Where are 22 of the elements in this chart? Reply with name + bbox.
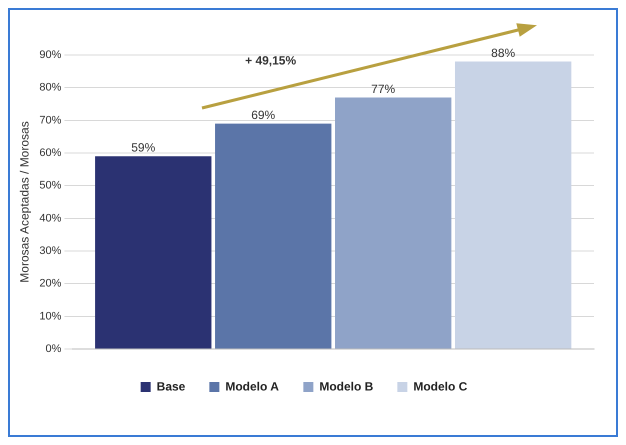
y-tick-label: 70% <box>39 114 62 126</box>
data-label: 59% <box>131 140 156 155</box>
bar <box>215 124 332 348</box>
y-tick-label: 20% <box>39 278 62 290</box>
y-tick-label: 80% <box>39 82 62 94</box>
y-tick-label: 60% <box>39 147 62 160</box>
legend-label: Base <box>156 379 186 394</box>
data-label: 69% <box>251 108 276 122</box>
legend-label: Modelo A <box>225 379 280 394</box>
data-label: 77% <box>371 82 396 96</box>
bar <box>95 156 212 348</box>
y-tick-label: 0% <box>46 343 62 356</box>
annotation: + 49,15% <box>245 53 296 68</box>
y-tick-label: 30% <box>39 245 62 258</box>
legend-label: Modelo B <box>319 379 374 394</box>
y-axis-title: Morosas Aceptadas / Morosas <box>18 121 32 283</box>
y-tick-label: 40% <box>39 212 62 224</box>
legend-label: Modelo C <box>413 379 468 394</box>
y-tick-label: 90% <box>39 49 62 62</box>
y-tick-label: 50% <box>39 180 62 192</box>
y-tick-label: 10% <box>39 310 62 322</box>
data-label: 88% <box>491 46 516 60</box>
